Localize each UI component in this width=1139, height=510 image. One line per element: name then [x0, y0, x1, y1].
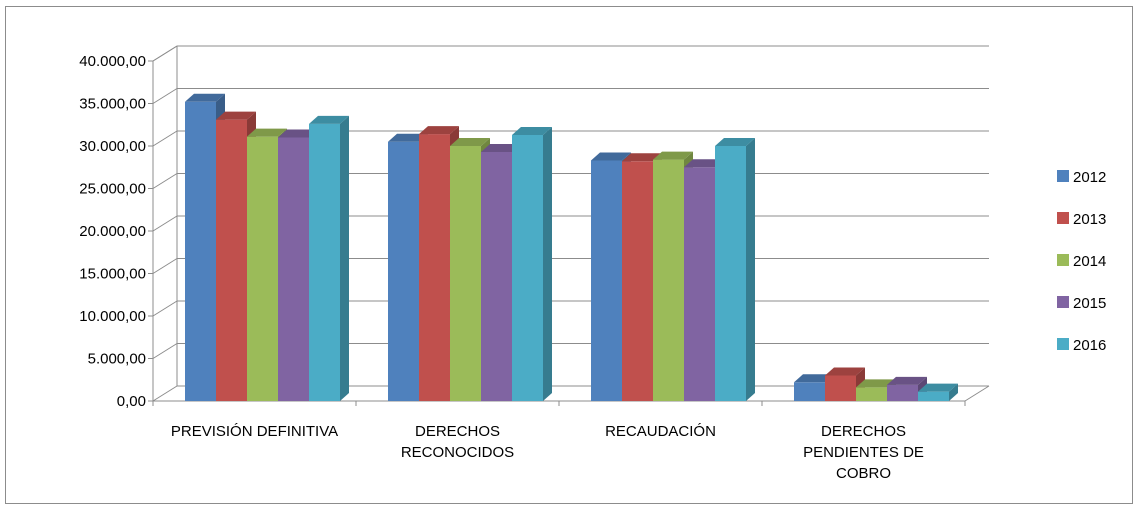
bar-top — [856, 379, 896, 388]
bars-layer — [185, 93, 958, 402]
x-tick-label: DERECHOS PENDIENTES DE COBRO — [803, 423, 924, 482]
bar-top — [247, 128, 287, 137]
bar-front — [278, 137, 309, 401]
bar-front — [715, 146, 746, 401]
bar-top — [309, 115, 349, 124]
bar-front — [481, 151, 512, 401]
bar-2016-0 — [309, 115, 349, 402]
bar-top — [622, 153, 662, 162]
floor-right-edge — [964, 385, 990, 402]
bar-front — [185, 101, 216, 402]
bar-top — [278, 129, 318, 138]
legend-label: 2013 — [1073, 211, 1106, 228]
legend-swatch — [1057, 254, 1069, 266]
bar-top — [481, 143, 521, 152]
bar-top — [918, 383, 958, 392]
category-axis-labels: PREVISIÓN DEFINITIVA DERECHOS RECONOCIDOS R… — [152, 401, 966, 482]
y-tick-label: 35.000,00 — [79, 96, 146, 113]
bar-2016-1 — [512, 126, 552, 401]
legend: 2012 2013 2014 2015 2016 — [1057, 169, 1106, 354]
bar-top — [887, 376, 927, 385]
gridline-connector — [152, 258, 178, 274]
bar-side — [340, 115, 349, 402]
bar-front — [856, 387, 887, 401]
y-tick-label: 25.000,00 — [79, 181, 146, 198]
bar-front — [216, 119, 247, 402]
bar-front — [653, 159, 684, 401]
bar-top — [715, 138, 755, 146]
bar-front — [622, 161, 653, 401]
legend-swatch — [1057, 170, 1069, 182]
bar-front — [247, 136, 278, 401]
y-tick-label: 30.000,00 — [79, 138, 146, 155]
bar-front — [388, 141, 419, 401]
legend-label: 2014 — [1073, 253, 1106, 270]
y-tick-label: 5.000,00 — [88, 351, 146, 368]
bar-top — [419, 126, 459, 135]
legend-swatch — [1057, 296, 1069, 308]
y-tick-label: 40.000,00 — [79, 53, 146, 70]
y-tick-label: 20.000,00 — [79, 223, 146, 240]
y-tick-label: 0,00 — [117, 393, 146, 410]
bar-top — [591, 152, 631, 161]
bar-top — [653, 151, 693, 160]
bar-front — [309, 123, 340, 402]
bar-top — [794, 374, 834, 383]
bar-2016-2 — [715, 138, 755, 401]
grid-layer: 0,00 5.000,00 10.000,00 15.000,00 20.000,00 2… — [79, 45, 990, 410]
bar-top — [450, 138, 490, 146]
legend-swatch — [1057, 212, 1069, 224]
legend-label: 2016 — [1073, 337, 1106, 354]
legend-label: 2015 — [1073, 295, 1106, 312]
gridline-connector — [152, 173, 178, 189]
gridline-connector — [152, 88, 178, 104]
bar-side — [543, 126, 552, 401]
bar-front — [591, 160, 622, 401]
bar-front — [794, 382, 825, 401]
gridline-connector — [152, 343, 178, 359]
bar-front — [825, 375, 856, 401]
bar-front — [684, 167, 715, 401]
bar-top — [216, 111, 256, 120]
bar-2016-3 — [918, 383, 958, 401]
bar-top — [185, 93, 225, 102]
y-tick-label: 10.000,00 — [79, 308, 146, 325]
gridline-connector — [152, 45, 178, 62]
bar-top — [512, 126, 552, 135]
legend-label: 2012 — [1073, 169, 1106, 186]
bar-top — [825, 367, 865, 376]
gridline-connector — [152, 215, 178, 232]
bar-side — [949, 383, 958, 401]
bar-front — [419, 134, 450, 401]
x-tick-label: DERECHOS RECONOCIDOS — [401, 423, 514, 461]
bar-top — [388, 133, 428, 142]
x-tick-label: PREVISIÓN DEFINITIVA — [171, 423, 338, 440]
gridline-connector — [152, 130, 178, 147]
gridline-connector — [152, 300, 178, 317]
y-tick-label: 15.000,00 — [79, 266, 146, 283]
bar-front — [918, 391, 949, 401]
bar-front — [450, 146, 481, 401]
bar-front — [512, 134, 543, 401]
bar-side — [746, 138, 755, 401]
legend-swatch — [1057, 338, 1069, 350]
bar-top — [684, 159, 724, 168]
gridline-connector — [152, 385, 178, 402]
bar-front — [887, 384, 918, 401]
x-tick-label: RECAUDACIÓN — [605, 423, 716, 440]
